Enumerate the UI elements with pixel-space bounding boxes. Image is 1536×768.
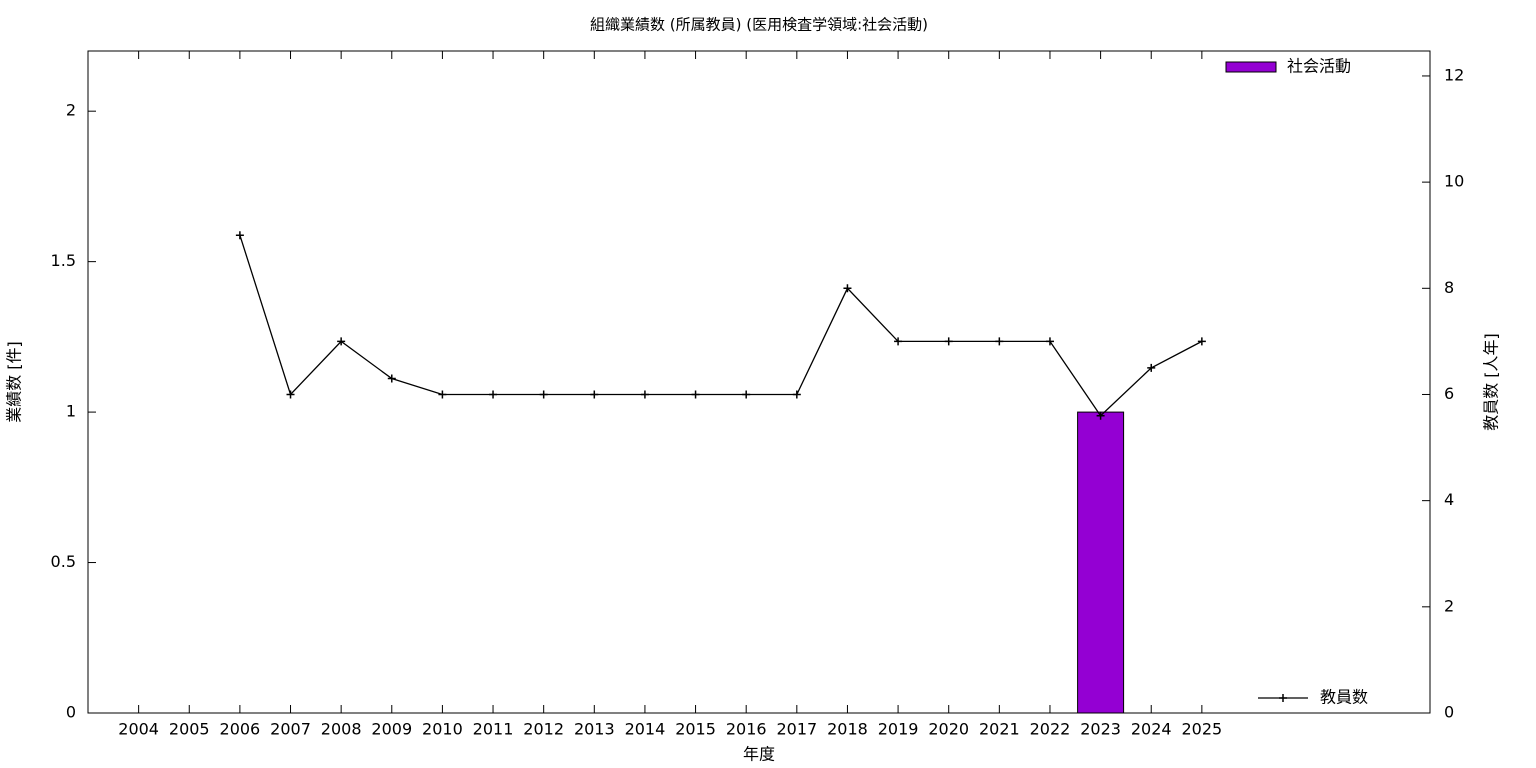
bar: [1077, 411, 1125, 714]
point-marker: [1197, 337, 1206, 346]
point-marker: [590, 390, 599, 399]
y2-axis-label: 教員数 [人年]: [1482, 333, 1501, 431]
y-tick-label: 2: [66, 101, 76, 120]
x-tick-label: 2025: [1182, 720, 1223, 739]
point-marker: [1096, 411, 1105, 420]
x-tick-label: 2018: [827, 720, 868, 739]
y-tick-label: 0.5: [51, 552, 76, 571]
y2-tick-label: 0: [1444, 703, 1454, 722]
point-marker: [539, 390, 548, 399]
legend-label: 社会活動: [1287, 57, 1351, 76]
x-tick-label: 2013: [574, 720, 615, 739]
x-tick-label: 2010: [422, 720, 463, 739]
point-marker: [438, 390, 447, 399]
x-tick-label: 2021: [979, 720, 1020, 739]
point-marker: [337, 337, 346, 346]
point-marker: [995, 337, 1004, 346]
x-tick-label: 2022: [1030, 720, 1071, 739]
x-tick-label: 2008: [321, 720, 362, 739]
x-tick-label: 2006: [220, 720, 261, 739]
legend-marker: [1279, 694, 1287, 702]
legend-swatch: [1225, 61, 1277, 73]
x-tick-label: 2005: [169, 720, 210, 739]
x-tick-label: 2019: [878, 720, 919, 739]
line: [239, 235, 1203, 417]
y-tick-label: 1: [66, 402, 76, 421]
point-marker: [944, 337, 953, 346]
y2-tick-label: 6: [1444, 384, 1454, 403]
y2-tick-label: 2: [1444, 596, 1454, 615]
x-tick-label: 2016: [726, 720, 767, 739]
point-marker: [1045, 337, 1054, 346]
point-marker: [843, 284, 852, 293]
point-marker: [742, 390, 751, 399]
x-tick-label: 2015: [675, 720, 716, 739]
point-marker: [1147, 363, 1156, 372]
x-tick-label: 2007: [270, 720, 311, 739]
y-tick-label: 0: [66, 703, 76, 722]
x-tick-label: 2011: [473, 720, 514, 739]
y-tick-label: 1.5: [51, 251, 76, 270]
point-marker: [235, 231, 244, 240]
point-marker: [691, 390, 700, 399]
x-tick-label: 2020: [928, 720, 969, 739]
y2-tick-label: 8: [1444, 278, 1454, 297]
legend-label: 教員数: [1320, 688, 1368, 707]
y2-tick-label: 12: [1444, 65, 1464, 84]
x-tick-label: 2004: [118, 720, 159, 739]
point-marker: [286, 390, 295, 399]
y-axis-label: 業績数 [件]: [5, 341, 24, 423]
x-tick-label: 2017: [776, 720, 817, 739]
point-marker: [489, 390, 498, 399]
x-tick-label: 2009: [371, 720, 412, 739]
point-marker: [894, 337, 903, 346]
point-marker: [640, 390, 649, 399]
point-marker: [792, 390, 801, 399]
x-tick-label: 2012: [523, 720, 564, 739]
y2-tick-label: 4: [1444, 490, 1454, 509]
point-marker: [387, 374, 396, 383]
x-tick-label: 2024: [1131, 720, 1172, 739]
y2-tick-label: 10: [1444, 172, 1464, 191]
x-tick-label: 2014: [625, 720, 666, 739]
plot-frame: [87, 50, 1431, 714]
x-tick-label: 2023: [1080, 720, 1121, 739]
x-axis-label: 年度: [743, 745, 775, 764]
chart-title: 組織業績数 (所属教員) (医用検査学領域:社会活動): [590, 16, 928, 34]
